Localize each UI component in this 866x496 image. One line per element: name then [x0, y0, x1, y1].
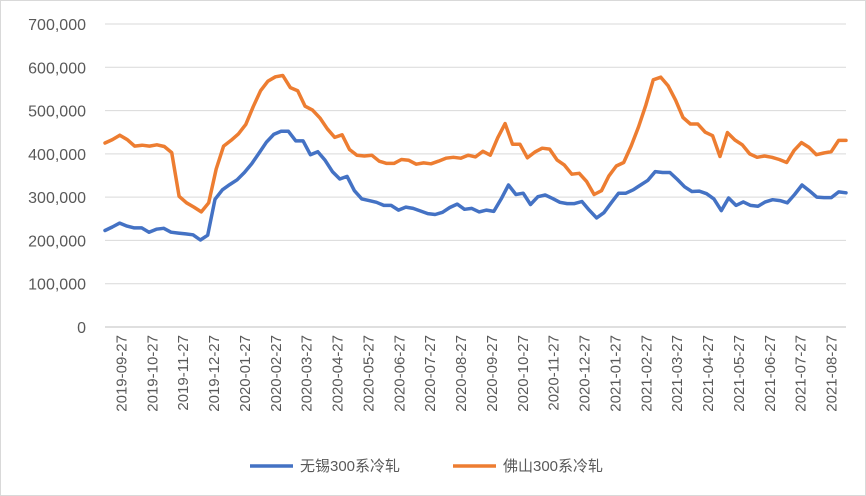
x-tick-label: 2019-10-27: [144, 335, 161, 412]
y-tick-label: 200,000: [28, 233, 86, 250]
x-tick-label: 2020-11-27: [546, 335, 563, 411]
x-tick-label: 2020-02-27: [268, 335, 285, 412]
y-tick-label: 100,000: [28, 277, 86, 294]
y-tick-label: 400,000: [28, 147, 86, 164]
x-tick-label: 2021-02-27: [638, 335, 655, 412]
x-tick-label: 2021-07-27: [793, 335, 810, 412]
x-tick-label: 2020-07-27: [422, 335, 439, 412]
y-tick-label: 300,000: [28, 190, 86, 207]
legend-label-foshan: 佛山300系冷轧: [503, 458, 603, 475]
y-tick-label: 0: [77, 320, 86, 337]
y-axis: 0 100,000 200,000 300,000 400,000 500,000 600,…: [28, 17, 86, 337]
x-tick-label: 2021-04-27: [700, 335, 717, 412]
y-tick-label: 500,000: [28, 104, 86, 121]
x-axis: 2019-09-27 2019-10-27 2019-11-27 2019-12-27…: [105, 326, 846, 412]
x-tick-label: 2020-04-27: [330, 335, 347, 412]
x-tick-label: 2020-06-27: [391, 335, 408, 412]
x-tick-label: 2020-09-27: [484, 335, 501, 412]
x-tick-label: 2020-08-27: [453, 335, 470, 412]
x-tick-label: 2021-01-27: [607, 335, 624, 412]
x-tick-label: 2021-03-27: [669, 335, 686, 412]
x-tick-label: 2020-12-27: [577, 335, 594, 412]
legend-label-wuxi: 无锡300系冷轧: [300, 458, 400, 475]
x-tick-label: 2021-05-27: [731, 335, 748, 412]
gridlines: [105, 23, 846, 285]
y-tick-label: 600,000: [28, 60, 86, 77]
x-tick-label: 2020-03-27: [299, 335, 316, 412]
y-tick-label: 700,000: [28, 17, 86, 34]
x-tick-label: 2020-01-27: [237, 335, 254, 412]
x-tick-label: 2019-12-27: [206, 335, 223, 412]
x-tick-label: 2019-11-27: [175, 335, 192, 411]
legend: 无锡300系冷轧 佛山300系冷轧: [250, 458, 603, 475]
x-tick-label: 2019-09-27: [113, 335, 130, 412]
x-tick-label: 2021-06-27: [762, 335, 779, 412]
series-line-wuxi: [103, 129, 848, 242]
x-tick-label: 2021-08-27: [824, 335, 841, 412]
series-lines: [103, 73, 848, 242]
series-line-foshan: [103, 73, 848, 214]
x-tick-label: 2020-05-27: [360, 335, 377, 412]
x-tick-label: 2020-10-27: [515, 335, 532, 412]
